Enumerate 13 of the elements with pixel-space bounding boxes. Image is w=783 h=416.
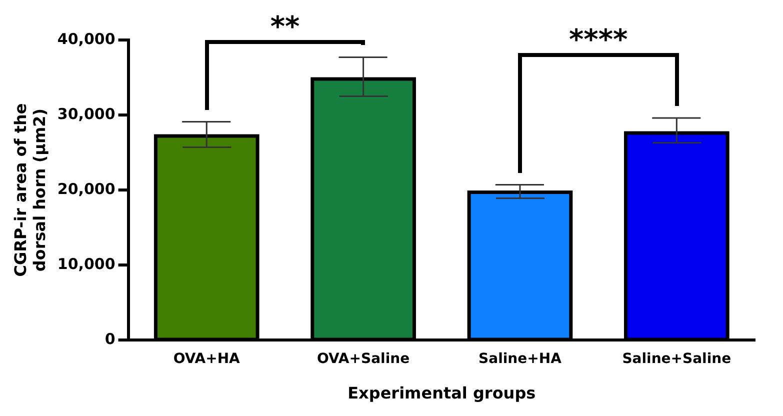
- x-tick-label: Saline+Saline: [622, 351, 732, 368]
- annotation: **: [270, 10, 300, 43]
- y-tick-label: 30,000: [57, 104, 116, 123]
- x-axis-title: Experimental groups: [348, 384, 536, 403]
- y-tick-label: 40,000: [57, 30, 116, 48]
- x-tick-label: OVA+HA: [173, 351, 240, 368]
- y-tick-label: 10,000: [57, 254, 116, 273]
- x-tick-label: Saline+HA: [478, 351, 562, 368]
- y-axis-title: CGRP-ir area of the dorsal horn (μm2): [10, 103, 49, 277]
- x-tick-label: OVA+Saline: [317, 351, 410, 368]
- y-tick-label: 0: [104, 330, 116, 348]
- y-tick-label: 20,000: [57, 180, 116, 198]
- annotation: ****: [569, 23, 628, 56]
